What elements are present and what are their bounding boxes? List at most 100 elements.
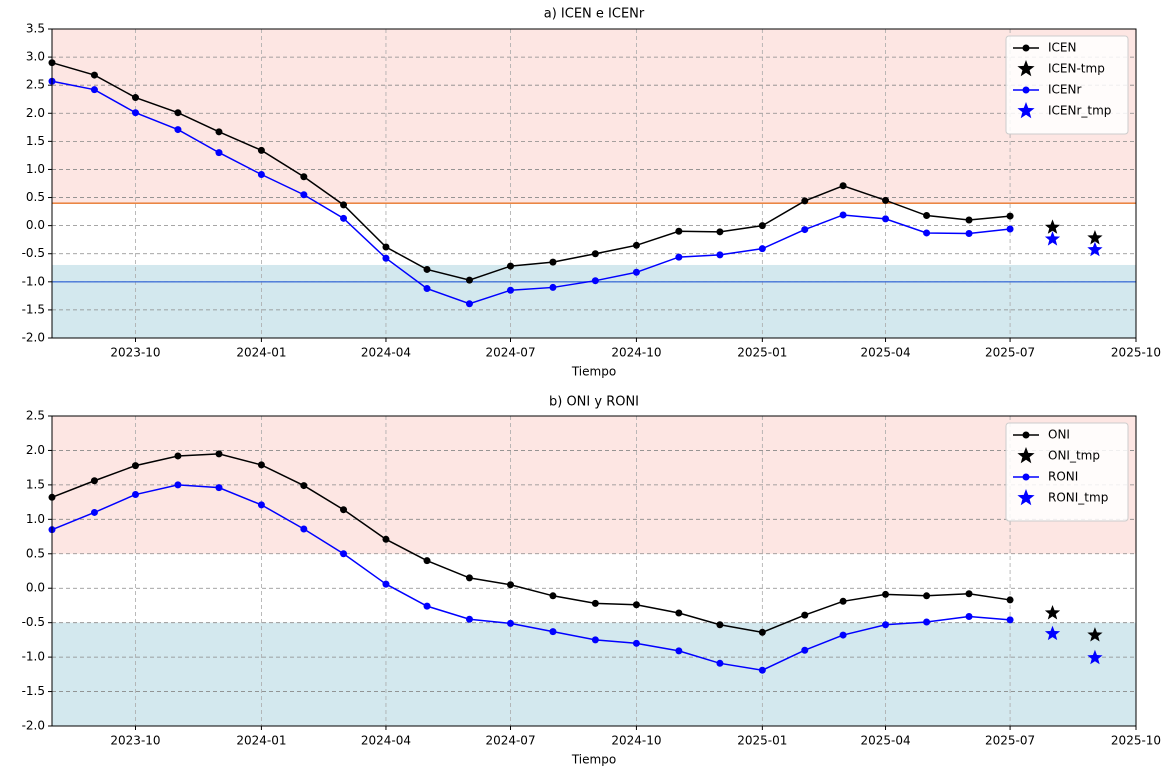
point (340, 506, 348, 514)
point (257, 146, 265, 154)
legend-marker (1017, 60, 1035, 77)
point (758, 245, 766, 253)
point (423, 265, 431, 273)
y-tick-label: -0.5 (22, 615, 45, 629)
y-tick-label: 2.0 (26, 106, 45, 120)
point (632, 601, 640, 609)
point (131, 462, 139, 470)
x-tick-label: 2025-04 (860, 734, 910, 748)
x-tick-label: 2024-04 (361, 734, 411, 748)
point (300, 191, 308, 199)
point (632, 639, 640, 647)
point (716, 251, 724, 259)
point (257, 501, 265, 509)
legend-marker (1022, 44, 1030, 52)
y-tick-label: 0.5 (26, 190, 45, 204)
y-tick-label: 1.5 (26, 477, 45, 491)
point (1006, 616, 1014, 624)
point (549, 628, 557, 636)
point (340, 550, 348, 558)
point (507, 581, 515, 589)
legend-label: ICENr_tmp (1048, 104, 1111, 118)
point (215, 149, 223, 157)
point (716, 228, 724, 236)
point (465, 276, 473, 284)
point (131, 491, 139, 499)
legend-marker (1022, 86, 1030, 94)
y-tick-label: -1.5 (22, 684, 45, 698)
point (131, 109, 139, 117)
x-tick-label: 2023-10 (110, 734, 160, 748)
x-tick-label: 2024-10 (611, 346, 661, 360)
point (923, 229, 931, 237)
point (507, 262, 515, 270)
x-tick-label: 2025-01 (737, 734, 787, 748)
point (340, 201, 348, 209)
legend-marker (1022, 431, 1030, 439)
y-tick-label: 3.0 (26, 50, 45, 64)
point (801, 646, 809, 654)
series-line (51, 453, 1011, 634)
x-tick-label: 2025-01 (737, 346, 787, 360)
y-tick-label: -0.5 (22, 246, 45, 260)
point (839, 211, 847, 219)
y-tick-label: -1.0 (22, 650, 45, 664)
x-tick-label: 2025-10 (1111, 734, 1161, 748)
y-tick-label: 0.0 (26, 218, 45, 232)
y-tick-label: 0.5 (26, 546, 45, 560)
point (758, 222, 766, 230)
legend-label: RONI_tmp (1048, 491, 1108, 505)
star-marker (1044, 231, 1061, 246)
point (839, 597, 847, 605)
point (549, 283, 557, 291)
x-tick-label: 2024-07 (485, 346, 535, 360)
point (675, 227, 683, 235)
point (882, 196, 890, 204)
point (923, 592, 931, 600)
point (591, 250, 599, 258)
point (882, 590, 890, 598)
point (839, 631, 847, 639)
x-tick-label: 2025-07 (985, 734, 1035, 748)
legend-box (1005, 35, 1129, 135)
point (965, 612, 973, 620)
point (257, 461, 265, 469)
point (300, 525, 308, 533)
legend-label: ONI (1048, 428, 1070, 442)
chart-title: b) ONI y RONI (549, 395, 639, 410)
point (507, 286, 515, 294)
x-tick-label: 2025-04 (860, 346, 910, 360)
point (215, 128, 223, 136)
point (675, 647, 683, 655)
point (801, 611, 809, 619)
y-tick-label: 2.5 (26, 409, 45, 423)
x-tick-label: 2024-01 (236, 346, 286, 360)
legend-label: ICEN-tmp (1048, 62, 1105, 76)
point (923, 618, 931, 626)
point (507, 619, 515, 627)
legend-marker (1017, 447, 1035, 464)
point (675, 253, 683, 261)
legend-label: ICEN (1048, 41, 1076, 55)
point (90, 477, 98, 485)
legend-box (1005, 422, 1129, 522)
star-marker (1044, 219, 1061, 234)
point (801, 226, 809, 234)
series-line (51, 484, 1011, 671)
point (215, 450, 223, 458)
point (591, 599, 599, 607)
x-tick-label: 2025-07 (985, 346, 1035, 360)
chart-title: a) ICEN e ICENr (544, 7, 645, 22)
point (340, 214, 348, 222)
series-line (51, 80, 1011, 305)
x-tick-label: 2024-04 (361, 346, 411, 360)
point (90, 508, 98, 516)
point (591, 636, 599, 644)
x-tick-label: 2023-10 (110, 346, 160, 360)
plot-frame (51, 415, 1137, 727)
point (300, 173, 308, 181)
legend-marker (1017, 102, 1035, 119)
point (549, 592, 557, 600)
y-tick-label: 1.0 (26, 512, 45, 526)
point (174, 126, 182, 134)
